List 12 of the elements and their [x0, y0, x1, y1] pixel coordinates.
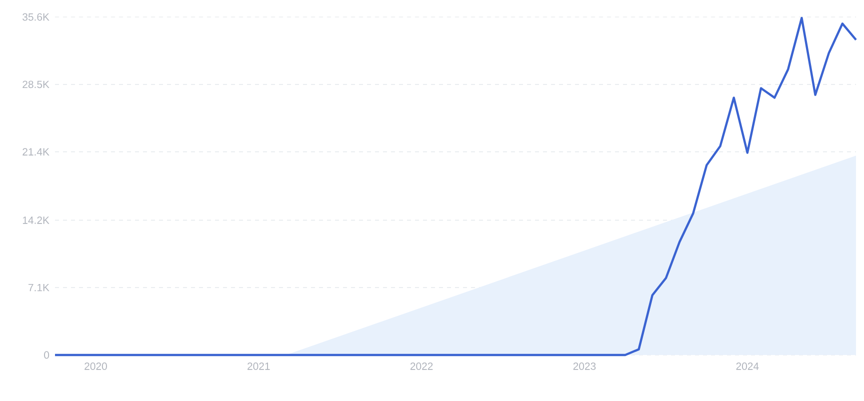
- y-tick-label: 21.4K: [22, 148, 50, 156]
- line-series: [54, 16, 858, 356]
- y-tick-label: 35.6K: [22, 13, 50, 21]
- x-tick-label: 2024: [736, 362, 759, 370]
- y-tick-label: 14.2K: [22, 216, 50, 224]
- x-tick-label: 2023: [573, 362, 596, 370]
- x-tick-label: 2020: [84, 362, 107, 370]
- x-tick-label: 2021: [248, 362, 270, 370]
- y-tick-label: 7.1K: [28, 284, 50, 292]
- x-tick-label: 2022: [410, 362, 433, 370]
- y-tick-label: 0: [44, 351, 50, 359]
- y-tick-label: 28.5K: [22, 80, 50, 88]
